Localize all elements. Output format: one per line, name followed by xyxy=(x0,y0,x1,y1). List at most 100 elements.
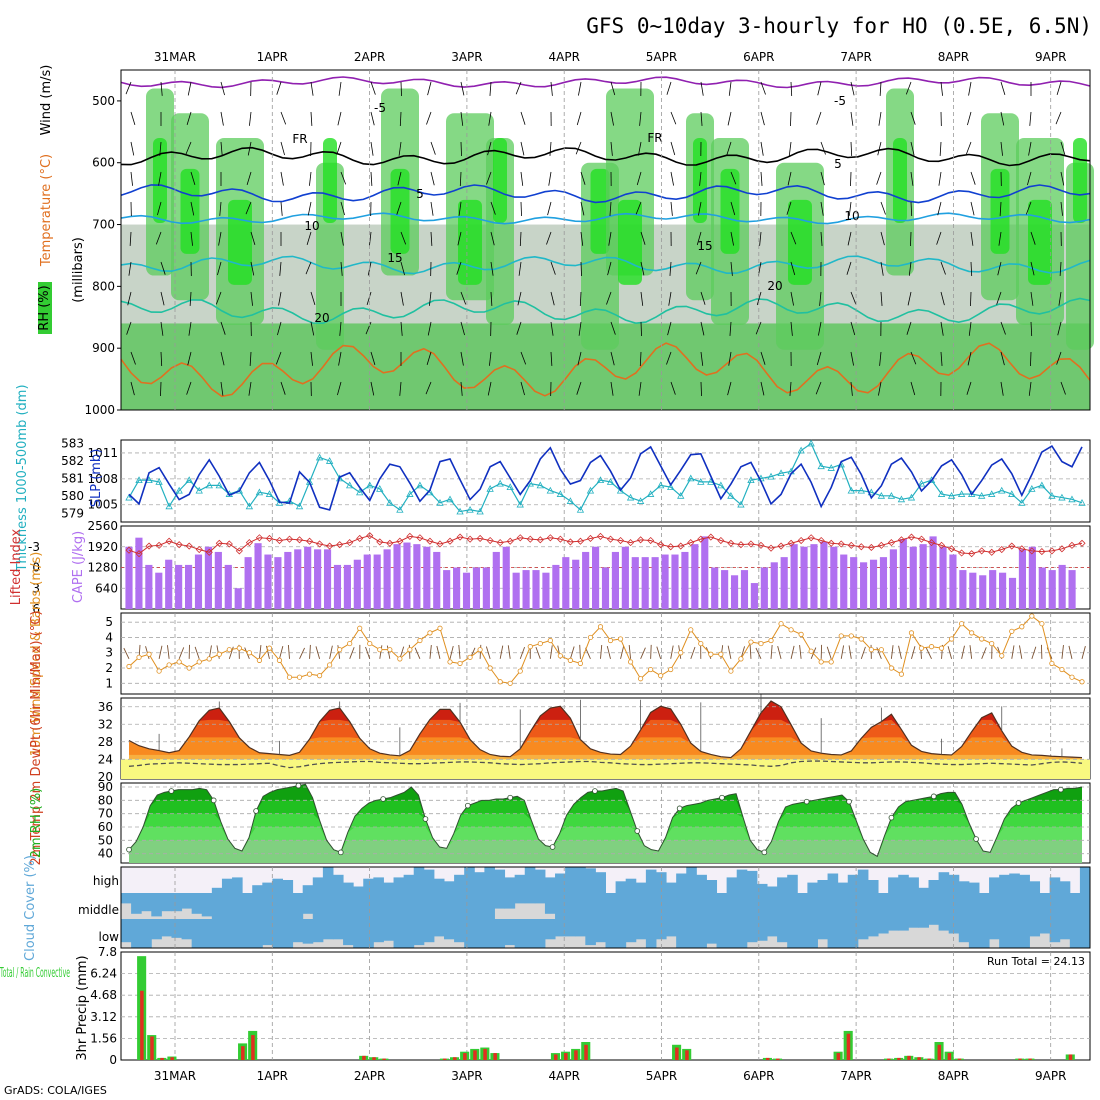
panel-frame xyxy=(120,439,1091,523)
wind-barb xyxy=(700,321,705,336)
li-point xyxy=(295,536,304,544)
wind-barb xyxy=(130,111,136,126)
cloud-cell-middle xyxy=(171,893,183,912)
cape-bar xyxy=(433,551,441,609)
cloud-cell-middle xyxy=(242,893,253,919)
wind10m-point xyxy=(597,624,604,630)
wind-barb xyxy=(517,291,522,306)
isotherm-label: 15 xyxy=(697,239,712,253)
cape-bar xyxy=(601,567,610,609)
cloud-cell-low xyxy=(726,919,738,948)
thickness-point xyxy=(827,464,835,471)
wind-barb xyxy=(490,291,493,306)
thickness-point xyxy=(406,490,414,497)
cloud-cell-low xyxy=(938,919,950,931)
wind10m-point xyxy=(908,630,915,636)
precip-conv-bar xyxy=(887,1058,891,1060)
ylabel-wind: Wind (m/s) xyxy=(39,65,54,136)
wind-barb xyxy=(670,111,677,125)
cloud-cell-low xyxy=(131,919,142,948)
wind10m-point xyxy=(607,637,614,644)
cape-bar xyxy=(284,551,292,609)
cloud-cell-middle xyxy=(383,893,395,919)
cloud-cell-low xyxy=(121,919,132,943)
wind-barb xyxy=(577,351,582,366)
rh2m-tick-label: 50 xyxy=(98,833,113,847)
cloud-cell-high xyxy=(676,873,687,893)
wind10m-barb xyxy=(379,645,383,659)
wind-barb xyxy=(306,231,312,246)
wind-barb xyxy=(700,81,704,96)
cloud-cell-low xyxy=(1079,919,1091,948)
cloud-cell-middle xyxy=(514,893,526,904)
thickness-point xyxy=(315,453,324,461)
wind10m-point xyxy=(306,671,313,677)
wind-barb xyxy=(939,141,942,156)
thickness-point xyxy=(767,472,775,480)
li-point xyxy=(616,536,625,545)
wind-barb xyxy=(1060,201,1063,216)
wind10m-point xyxy=(286,674,293,680)
wind-barb xyxy=(848,201,852,216)
wind-barb xyxy=(520,351,527,365)
wind10m-point xyxy=(176,659,182,665)
thickness-point xyxy=(356,488,364,496)
thickness-point xyxy=(657,481,665,489)
rh2m-line xyxy=(128,783,1083,858)
cloud-cell-high xyxy=(696,874,707,893)
precip-conv-bar xyxy=(553,1054,558,1060)
thickness-point xyxy=(687,474,695,482)
precip-conv-bar xyxy=(1028,1058,1032,1060)
cloud-cell-low xyxy=(565,919,576,937)
wind-barb xyxy=(430,141,436,155)
chart-title: GFS 0~10day 3-hourly for HO (0.5E, 6.5N) xyxy=(586,14,1092,38)
thickness-point xyxy=(626,493,635,501)
li-point xyxy=(657,541,665,549)
wind10m-barb xyxy=(600,644,603,659)
cape-bar xyxy=(1008,577,1017,609)
cloud-cell-low xyxy=(464,919,475,948)
cloud-cell-high xyxy=(908,877,919,893)
cape-bar xyxy=(979,575,987,609)
cloud-cell-high xyxy=(565,867,576,893)
cloud-cell-high xyxy=(847,874,859,893)
thickness-point xyxy=(1078,498,1086,506)
cloud-cell-middle xyxy=(433,893,445,919)
li-point xyxy=(767,544,775,552)
wind10m-point xyxy=(898,671,905,677)
wind-barb xyxy=(878,381,882,396)
wind10m-barb xyxy=(585,647,591,660)
thickness-point xyxy=(335,474,344,482)
cloud-cell-middle xyxy=(302,893,314,914)
cape-bar xyxy=(542,572,550,609)
cape-bar xyxy=(145,564,153,609)
wind-barb xyxy=(190,201,195,216)
slp-tick-label: 1011 xyxy=(87,446,118,460)
wind10m-point xyxy=(467,654,473,660)
cloud-cell-high xyxy=(504,877,516,893)
wind-barb xyxy=(366,291,372,306)
wind-barb xyxy=(967,351,972,366)
wind-barb xyxy=(400,261,405,276)
li-point xyxy=(546,534,554,542)
wind-barb xyxy=(816,111,822,125)
wind-barb xyxy=(1000,381,1004,396)
wind10m-barb xyxy=(848,645,852,659)
precip-conv-bar xyxy=(150,1036,154,1060)
cloud-cell-middle xyxy=(948,893,960,919)
cape-bar xyxy=(909,546,917,609)
wind-barb xyxy=(880,261,884,276)
cloud-cell-high xyxy=(968,882,980,893)
wind10m-point xyxy=(1049,660,1055,667)
cloud-cell-low xyxy=(454,919,465,943)
wind-barb xyxy=(249,111,252,126)
wind-barb xyxy=(910,351,917,365)
wind-barb xyxy=(819,291,822,306)
wind-barb xyxy=(130,351,136,365)
wind-barb xyxy=(610,111,614,126)
wind-barb xyxy=(850,351,854,366)
panel-upper-air: -5 -5 FR FR 5 5 10 10 15 15 20 20 500 600 700 800 900 100… xyxy=(37,65,1094,440)
cloud-cell-middle xyxy=(131,893,142,914)
wind-barb xyxy=(815,381,822,395)
slp-tick-label: 1008 xyxy=(87,472,118,486)
